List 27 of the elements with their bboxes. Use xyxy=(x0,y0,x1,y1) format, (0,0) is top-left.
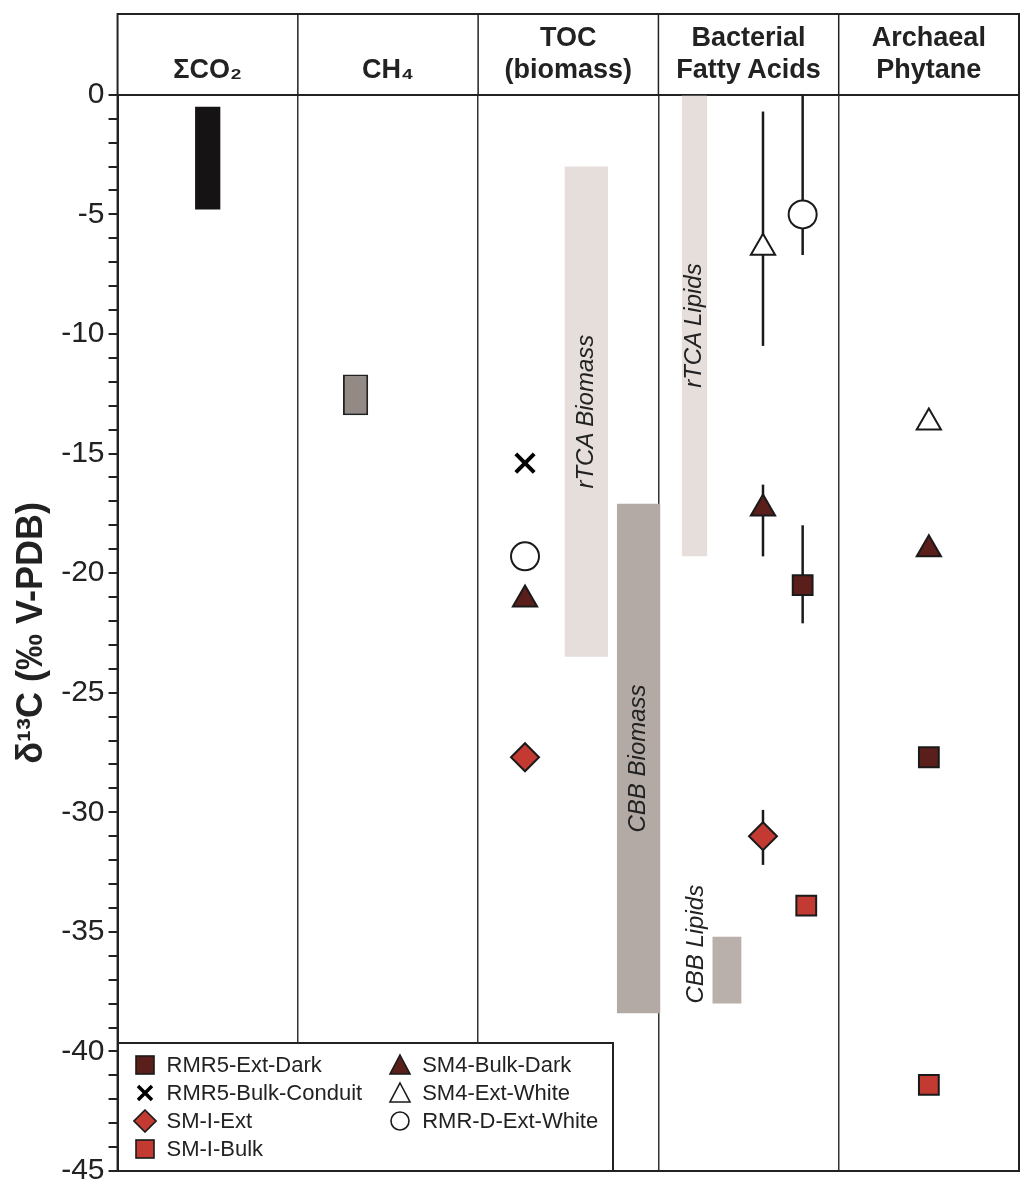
legend-label: SM-I-Bulk xyxy=(166,1136,264,1162)
y-tick-label: -15 xyxy=(61,434,105,468)
y-tick-label: -25 xyxy=(61,673,105,707)
y-tick-label: -10 xyxy=(61,315,105,349)
y-axis-title: δ¹³C (‰ V-PDB) xyxy=(8,501,50,764)
text: CBB Lipids xyxy=(681,884,709,1004)
legend-label: SM4-Bulk-Dark xyxy=(422,1052,572,1078)
y-tick-label: -45 xyxy=(61,1152,105,1186)
legend-label: RMR-D-Ext-White xyxy=(422,1108,599,1134)
legend-label: SM4-Ext-White xyxy=(422,1080,571,1106)
y-tick-label: -5 xyxy=(77,195,105,229)
y-tick-label: -40 xyxy=(61,1032,105,1066)
series-label: rTCA Lipids xyxy=(679,263,707,388)
y-tick-label: 0 xyxy=(87,76,105,110)
y-tick-label: -35 xyxy=(61,913,105,947)
y-tick-label: -30 xyxy=(61,793,105,827)
series-label: rTCA Biomass xyxy=(570,334,598,489)
x-tick-label: ΣCO₂ xyxy=(173,54,243,85)
x-tick-label: TOC (biomass) xyxy=(504,21,633,85)
legend-label: RMR5-Ext-Dark xyxy=(166,1052,322,1078)
x-tick-label: CH₄ xyxy=(362,54,414,85)
x-tick-label: Bacterial Fatty Acids xyxy=(676,21,821,85)
x-tick-label: Archaeal Phytane xyxy=(871,21,986,85)
y-tick-label: -20 xyxy=(61,554,105,588)
series-label: CBB Biomass xyxy=(623,684,651,833)
legend-label: SM-I-Ext xyxy=(166,1108,253,1134)
legend-label: RMR5-Bulk-Conduit xyxy=(166,1080,363,1106)
